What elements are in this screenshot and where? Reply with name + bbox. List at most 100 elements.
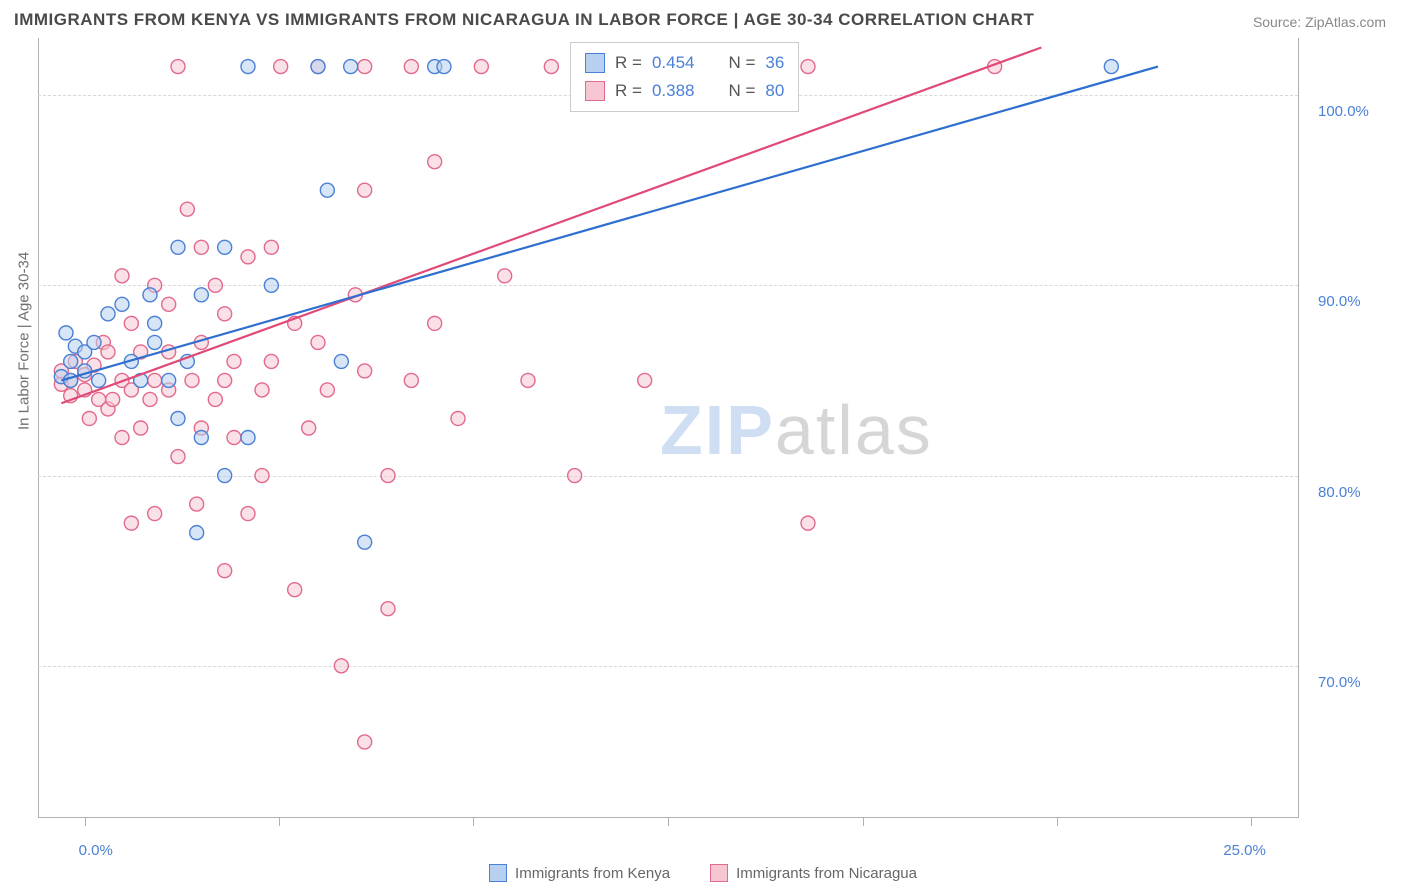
stats-r-label: R =	[615, 49, 642, 77]
x-tick-mark	[1057, 818, 1058, 826]
scatter-point	[334, 659, 348, 673]
y-tick-label: 80.0%	[1318, 484, 1361, 501]
scatter-point	[101, 345, 115, 359]
scatter-point	[227, 431, 241, 445]
scatter-point	[451, 411, 465, 425]
stats-row-nicaragua: R = 0.388 N = 80	[585, 77, 784, 105]
stats-n-label: N =	[728, 49, 755, 77]
legend-swatch	[710, 864, 728, 882]
scatter-point	[218, 240, 232, 254]
legend-swatch	[489, 864, 507, 882]
scatter-point	[241, 250, 255, 264]
scatter-point	[311, 60, 325, 74]
scatter-point	[115, 297, 129, 311]
stats-n-label: N =	[728, 77, 755, 105]
scatter-point	[521, 373, 535, 387]
chart-title: IMMIGRANTS FROM KENYA VS IMMIGRANTS FROM…	[14, 10, 1034, 30]
scatter-point	[171, 450, 185, 464]
scatter-point	[190, 497, 204, 511]
x-tick-mark	[279, 818, 280, 826]
x-tick-mark	[668, 818, 669, 826]
stats-n-value: 36	[765, 49, 784, 77]
scatter-point	[106, 392, 120, 406]
scatter-point	[428, 155, 442, 169]
stats-r-value: 0.388	[652, 77, 695, 105]
stats-legend-box: R = 0.454 N = 36 R = 0.388 N = 80	[570, 42, 799, 112]
trend-line	[61, 48, 1041, 404]
scatter-point	[218, 469, 232, 483]
scatter-point	[358, 60, 372, 74]
scatter-point	[148, 316, 162, 330]
scatter-point	[124, 316, 138, 330]
x-tick-label: 25.0%	[1223, 842, 1266, 859]
scatter-point	[59, 326, 73, 340]
scatter-point	[194, 431, 208, 445]
scatter-point	[171, 411, 185, 425]
scatter-point	[255, 469, 269, 483]
scatter-point	[148, 507, 162, 521]
y-tick-label: 100.0%	[1318, 103, 1369, 120]
x-tick-mark	[85, 818, 86, 826]
scatter-point	[162, 373, 176, 387]
x-tick-mark	[1251, 818, 1252, 826]
stats-row-kenya: R = 0.454 N = 36	[585, 49, 784, 77]
stats-r-label: R =	[615, 77, 642, 105]
scatter-point	[801, 516, 815, 530]
scatter-point	[227, 354, 241, 368]
y-tick-label: 70.0%	[1318, 674, 1361, 691]
x-tick-label: 0.0%	[79, 842, 113, 859]
scatter-point	[194, 240, 208, 254]
scatter-point	[162, 297, 176, 311]
stats-n-value: 80	[765, 77, 784, 105]
scatter-point	[241, 431, 255, 445]
scatter-point	[358, 535, 372, 549]
legend-item-kenya: Immigrants from Kenya	[489, 864, 670, 882]
scatter-point	[320, 383, 334, 397]
scatter-point	[190, 526, 204, 540]
scatter-point	[381, 602, 395, 616]
scatter-point	[208, 392, 222, 406]
scatter-point	[180, 202, 194, 216]
scatter-point	[115, 269, 129, 283]
scatter-point	[638, 373, 652, 387]
bottom-legend: Immigrants from KenyaImmigrants from Nic…	[0, 864, 1406, 882]
scatter-point	[568, 469, 582, 483]
scatter-point	[124, 516, 138, 530]
x-tick-mark	[473, 818, 474, 826]
y-axis-label: In Labor Force | Age 30-34	[16, 252, 33, 430]
scatter-point	[498, 269, 512, 283]
scatter-point	[404, 60, 418, 74]
scatter-point	[544, 60, 558, 74]
scatter-point	[255, 383, 269, 397]
source-label: Source: ZipAtlas.com	[1253, 14, 1386, 30]
scatter-point	[171, 240, 185, 254]
scatter-point	[148, 373, 162, 387]
x-tick-mark	[863, 818, 864, 826]
scatter-point	[1104, 60, 1118, 74]
scatter-point	[148, 335, 162, 349]
scatter-point	[194, 288, 208, 302]
scatter-point	[82, 411, 96, 425]
scatter-point	[358, 183, 372, 197]
scatter-point	[381, 469, 395, 483]
scatter-point	[288, 583, 302, 597]
trend-line	[61, 67, 1158, 381]
scatter-point	[87, 335, 101, 349]
scatter-point	[358, 364, 372, 378]
scatter-point	[134, 421, 148, 435]
scatter-point	[264, 240, 278, 254]
scatter-point	[115, 431, 129, 445]
scatter-point	[185, 373, 199, 387]
scatter-point	[208, 278, 222, 292]
scatter-point	[241, 60, 255, 74]
scatter-point	[311, 335, 325, 349]
scatter-point	[404, 373, 418, 387]
scatter-point	[474, 60, 488, 74]
scatter-point	[218, 307, 232, 321]
scatter-point	[143, 288, 157, 302]
scatter-point	[241, 507, 255, 521]
scatter-svg	[38, 38, 1298, 818]
scatter-point	[218, 564, 232, 578]
scatter-point	[143, 392, 157, 406]
stats-r-value: 0.454	[652, 49, 695, 77]
